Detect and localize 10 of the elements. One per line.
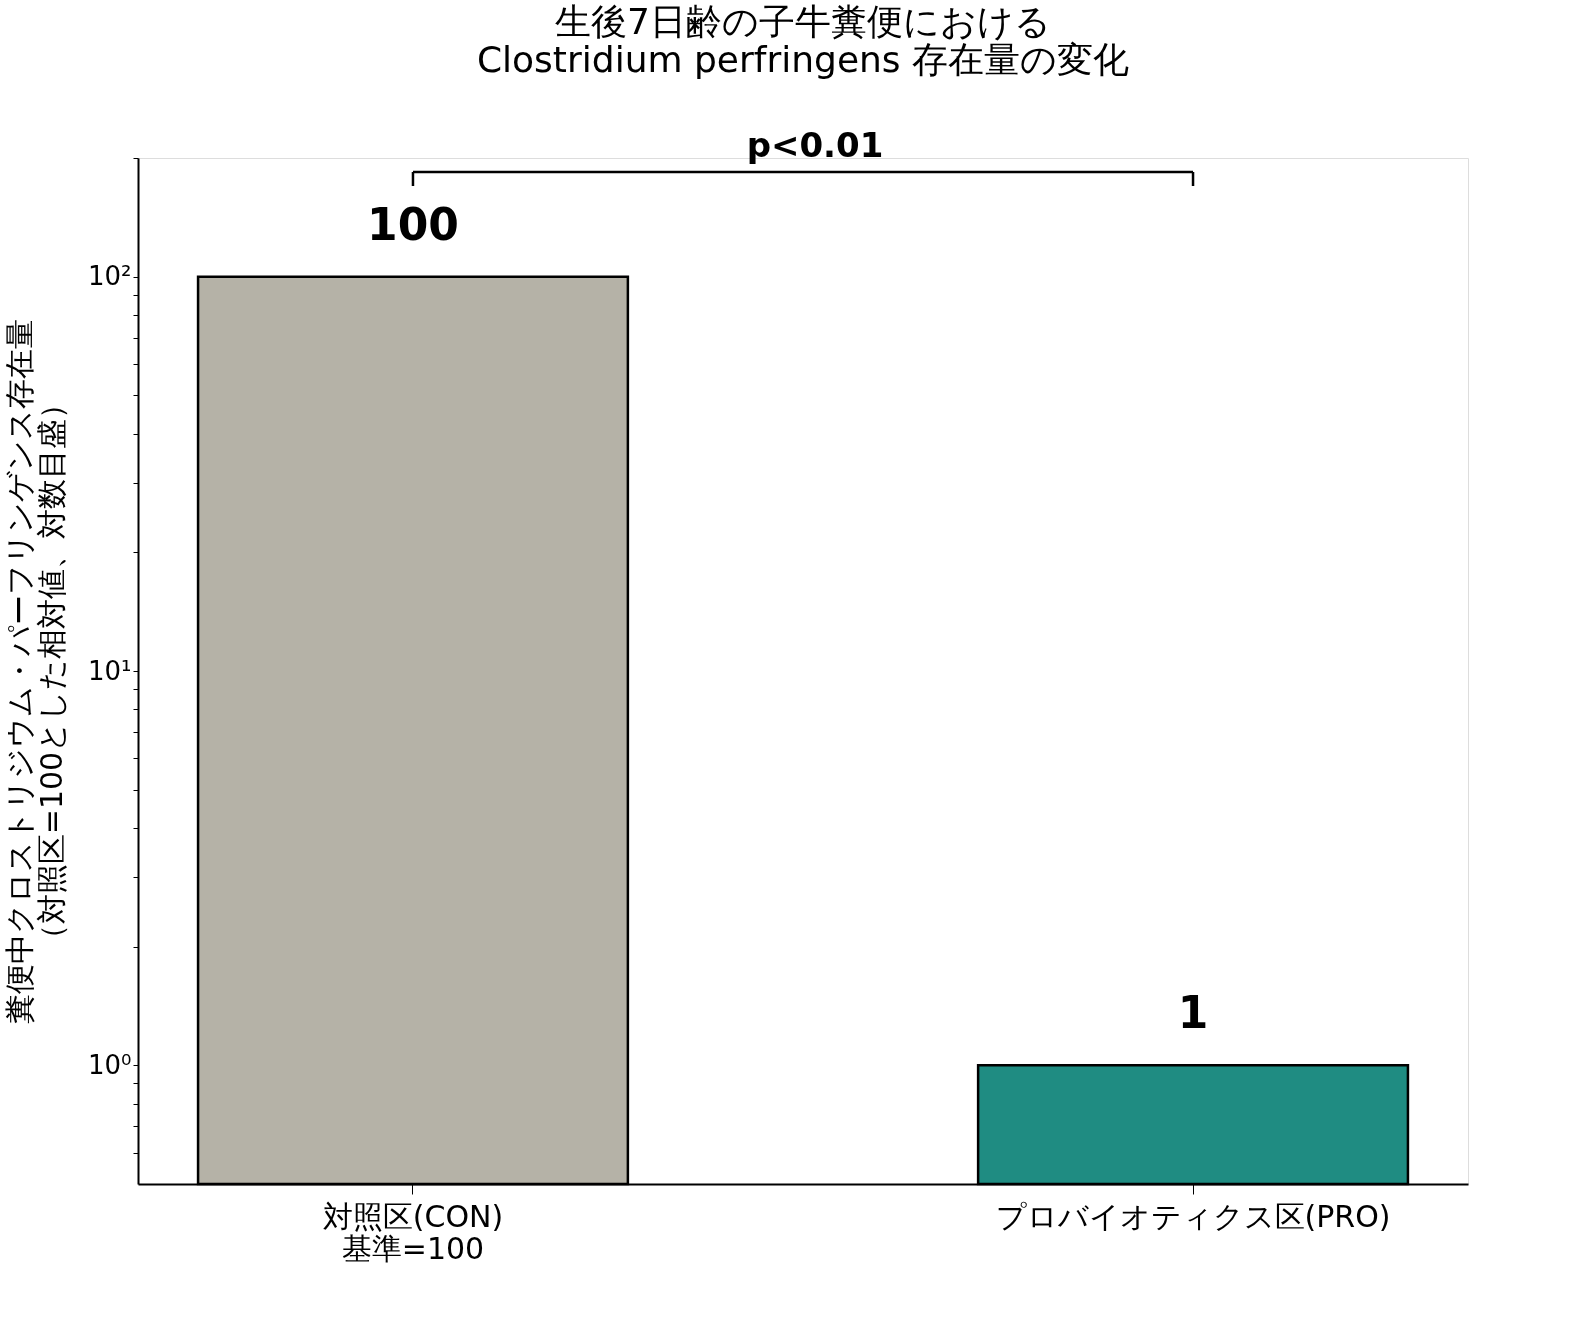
chart-title: 生後7日齢の子牛糞便における Clostridium perfringens 存在量の変化 (476, 1, 1130, 80)
y-tick-label: 10⁰ (87, 1049, 132, 1080)
x-tick-label: 対照区(CON) 基準=100 (322, 1198, 504, 1266)
data-label: 1 (1177, 987, 1209, 1039)
y-tick-label: 10¹ (87, 655, 132, 686)
y-axis-title: 糞便中クロストリジウム・パーフリンゲンス存在量（対照区=100とした相対値、対数目盛） (1, 319, 69, 1024)
y-tick-label: 10² (87, 261, 132, 292)
data-label: 100 (367, 198, 459, 250)
x-tick-label: プロバイオティクス区(PRO) (995, 1198, 1391, 1234)
annotation: p<0.01 (746, 125, 884, 165)
